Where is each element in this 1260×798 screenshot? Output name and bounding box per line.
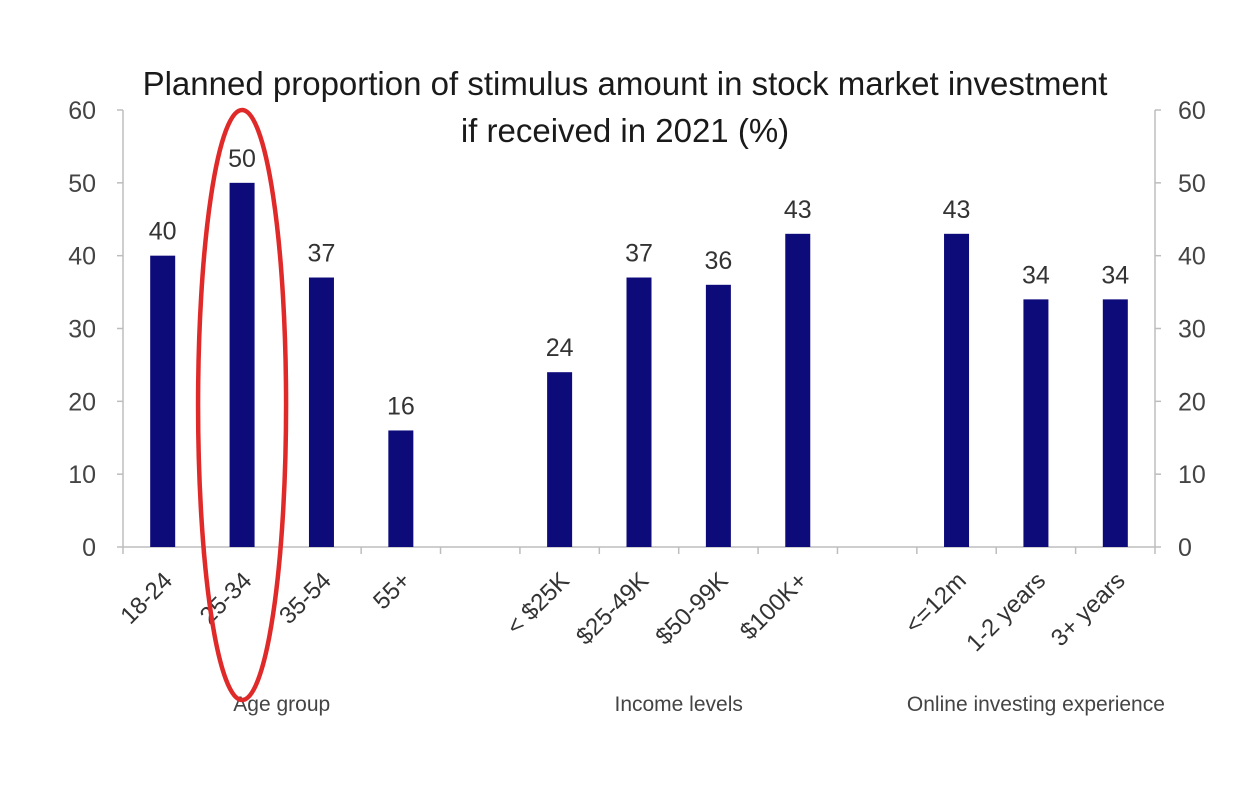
bars (150, 182, 1128, 548)
bar-25-49K (626, 277, 652, 547)
group-label: Online investing experience (907, 693, 1165, 716)
x-tick-label: $100K+ (735, 567, 813, 645)
chart-subtitle: if received in 2021 (%) (461, 112, 789, 149)
y-tick-label-left: 40 (68, 243, 96, 271)
x-tick-label: 3+ years (1046, 567, 1131, 652)
bar-value-label: 43 (784, 196, 812, 224)
x-tick-label: 1-2 years (961, 567, 1051, 657)
x-tick-label: <=12m (900, 567, 972, 639)
y-tick-label-left: 30 (68, 316, 96, 344)
bar-55 (388, 430, 414, 547)
y-tick-label-left: 20 (68, 388, 96, 416)
bar-value-label: 34 (1101, 261, 1129, 289)
bar-value-label: 36 (704, 247, 732, 275)
x-tick-label: $25-49K (571, 567, 654, 650)
bar-50-99K (705, 284, 731, 547)
x-tick-label: 35-54 (274, 567, 337, 630)
bar-100K (785, 233, 811, 548)
y-tick-label-right: 50 (1178, 170, 1206, 198)
axes: 0 0 10 10 20 20 30 30 40 40 50 50 60 60 (68, 97, 1206, 562)
group-label: Income levels (614, 693, 742, 716)
bar-value-label: 37 (625, 240, 653, 268)
bar-value-label: 40 (149, 218, 177, 246)
bar-value-label: 24 (546, 334, 574, 362)
bar-value-label: 43 (943, 196, 971, 224)
x-tick-label: 18-24 (115, 567, 178, 630)
y-tick-label-right: 0 (1178, 534, 1192, 562)
x-tick-label: < $25K (502, 567, 575, 640)
bar-3-years (1102, 299, 1128, 547)
x-tick-label: $50-99K (650, 567, 733, 650)
bar-25-34 (229, 182, 255, 548)
y-tick-label-left: 0 (82, 534, 96, 562)
bar-value-label: 37 (308, 240, 336, 268)
y-tick-label-left: 50 (68, 170, 96, 198)
y-tick-label-left: 10 (68, 461, 96, 489)
chart-title: Planned proportion of stimulus amount in… (143, 65, 1108, 102)
y-tick-label-right: 40 (1178, 243, 1206, 271)
bar-35-54 (308, 277, 334, 547)
x-tick-label: 55+ (368, 567, 416, 615)
annotation-layer (195, 107, 289, 703)
bar-12m (944, 233, 970, 548)
y-tick-label-right: 10 (1178, 461, 1206, 489)
bar-value-label: 16 (387, 392, 415, 420)
bar-25K (547, 372, 573, 547)
y-tick-label-right: 30 (1178, 316, 1206, 344)
bar-value-label: 34 (1022, 261, 1050, 289)
bar-value-label: 50 (228, 145, 256, 173)
bar-1-2-years (1023, 299, 1049, 547)
highlight-ellipse (195, 107, 289, 703)
y-tick-label-right: 60 (1178, 97, 1206, 125)
group-label: Age group (233, 693, 330, 716)
bar-18-24 (150, 255, 176, 547)
y-tick-label-left: 60 (68, 97, 96, 125)
y-tick-label-right: 20 (1178, 388, 1206, 416)
